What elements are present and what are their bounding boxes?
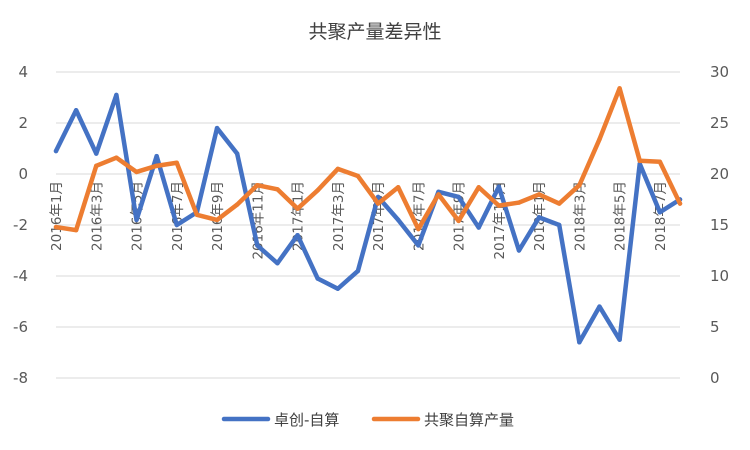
right-tick-label-1: 25: [710, 114, 729, 132]
chart-title: 共聚产量差异性: [308, 21, 441, 43]
series-1-point-25: [557, 201, 562, 206]
series-1-point-4: [134, 169, 139, 175]
series-1-point-18: [416, 226, 421, 232]
series-1-point-14: [335, 166, 341, 172]
right-y-axis: 30 25 20 15 10 5 0: [710, 63, 729, 387]
left-tick-label-0: 4: [18, 63, 28, 81]
left-tick-label-4: -4: [13, 267, 28, 285]
series-0: [53, 92, 683, 345]
series-1-point-19: [436, 192, 441, 197]
series-1-point-3: [114, 155, 119, 160]
series-0-point-1: [73, 108, 79, 113]
series-1-point-12: [295, 206, 300, 211]
series-0-point-9: [234, 151, 240, 156]
x-tick-label-0: 2016年1月: [49, 181, 65, 251]
series-0-point-10: [255, 243, 260, 248]
series-0-point-14: [335, 286, 341, 291]
x-tick-label-1: 2016年3月: [89, 181, 105, 251]
series-0-point-27: [597, 304, 602, 309]
series-0-point-16: [375, 194, 381, 200]
series-0-point-26: [577, 340, 582, 345]
right-tick-label-2: 20: [710, 165, 729, 183]
right-tick-label-3: 15: [710, 216, 729, 234]
series-1-point-0: [53, 224, 59, 230]
series-1-point-13: [315, 188, 320, 193]
series-1-point-21: [476, 185, 481, 190]
x-tick-label-14: 2018年5月: [613, 181, 629, 251]
series-1-point-15: [355, 173, 361, 179]
series-1-point-20: [456, 218, 461, 224]
x-tick-label-4: 2016年9月: [210, 181, 226, 251]
x-tick-label-15: 2018年7月: [653, 181, 669, 251]
series-0-point-4: [134, 217, 139, 223]
series-1-point-23: [516, 200, 522, 205]
series-1-point-31: [677, 201, 683, 206]
series-0-point-22: [496, 184, 502, 189]
right-tick-label-5: 5: [710, 318, 720, 336]
right-tick-label-0: 30: [710, 63, 729, 81]
series-0-point-0: [53, 148, 59, 154]
series-1-point-2: [94, 163, 99, 169]
series-0-point-28: [617, 337, 622, 342]
series-0-point-5: [154, 153, 159, 159]
series-line-0: [53, 92, 683, 345]
x-axis: 2016年1月 2016年3月 2016年5月 2016年7月 2016年9月 2016年…: [49, 181, 669, 260]
legend-label-1: 共聚自算产量: [424, 411, 514, 429]
legend: 卓创-自算 共聚自算产量: [221, 411, 514, 429]
series-1-point-10: [255, 183, 260, 188]
series-1-point-5: [154, 163, 159, 169]
series-1-point-8: [214, 217, 220, 223]
series-1-point-16: [375, 201, 381, 206]
series-0-point-13: [315, 276, 320, 281]
series-layer: [53, 86, 683, 345]
left-tick-label-5: -6: [13, 318, 28, 336]
series-1-point-9: [234, 202, 240, 207]
series-0-point-6: [174, 222, 179, 228]
series-0-point-15: [355, 268, 361, 274]
x-tick-label-6: 2017年1月: [291, 181, 307, 251]
x-tick-label-7: 2017年3月: [331, 181, 347, 251]
left-tick-label-3: -2: [13, 216, 28, 234]
series-1-point-30: [657, 159, 663, 164]
series-1: [53, 86, 683, 233]
series-1-point-6: [174, 160, 179, 165]
series-0-point-17: [395, 217, 401, 223]
x-tick-label-3: 2016年7月: [170, 181, 186, 251]
left-y-axis: 4 2 0 -2 -4 -6 -8: [13, 63, 28, 387]
left-tick-label-2: 0: [18, 165, 28, 183]
series-1-point-24: [536, 192, 542, 197]
series-0-point-11: [275, 261, 280, 266]
series-0-point-3: [114, 92, 119, 98]
series-1-point-7: [194, 212, 200, 217]
series-1-point-27: [597, 137, 602, 142]
series-1-point-17: [395, 185, 401, 190]
series-0-point-23: [516, 248, 522, 253]
series-1-point-11: [275, 187, 280, 192]
series-0-point-30: [657, 210, 663, 215]
series-0-point-20: [456, 194, 461, 200]
series-0-point-25: [557, 222, 562, 228]
series-0-point-18: [416, 243, 421, 248]
left-tick-label-1: 2: [18, 114, 28, 132]
series-line-1: [53, 86, 683, 233]
series-0-point-12: [295, 233, 300, 238]
left-tick-label-6: -8: [13, 369, 28, 387]
series-0-point-8: [214, 125, 220, 131]
x-tick-label-13: 2018年3月: [572, 181, 588, 251]
series-1-point-26: [577, 183, 582, 188]
right-tick-label-6: 0: [710, 369, 720, 387]
series-1-point-28: [617, 86, 622, 91]
right-tick-label-4: 10: [710, 267, 729, 285]
series-0-point-24: [536, 215, 542, 220]
series-1-point-29: [637, 158, 642, 163]
series-1-point-22: [496, 203, 502, 208]
legend-label-0: 卓创-自算: [274, 411, 339, 429]
series-0-point-2: [94, 151, 99, 156]
series-1-point-1: [73, 227, 79, 233]
series-0-point-21: [476, 225, 481, 230]
